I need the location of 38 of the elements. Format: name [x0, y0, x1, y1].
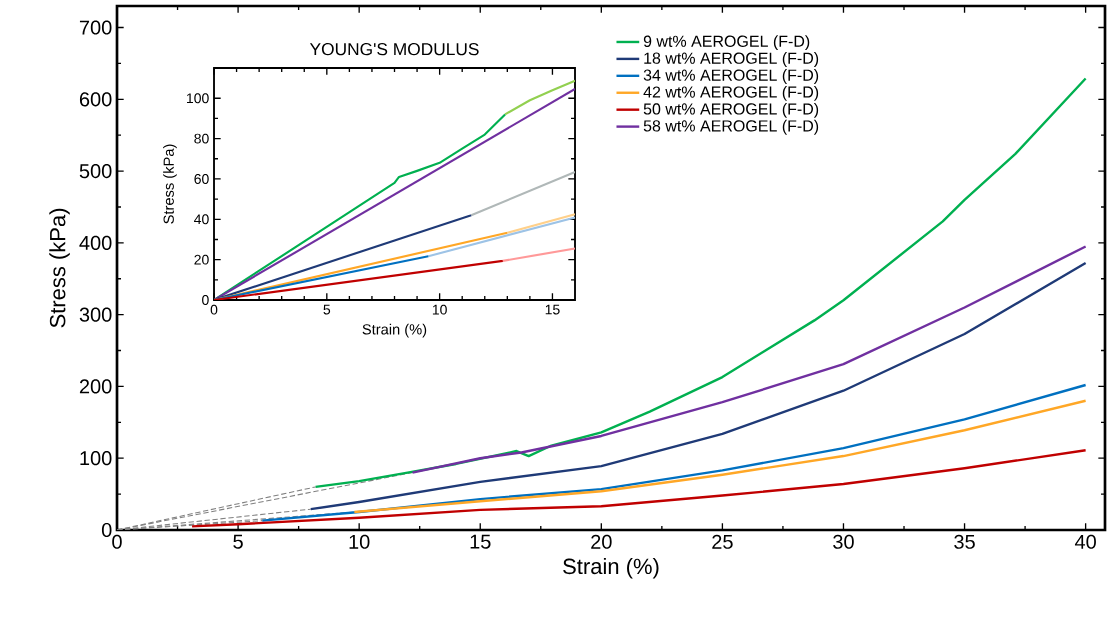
- y-tick-label: 100: [80, 451, 112, 466]
- legend-label: 50 wt% AEROGEL (F-D): [643, 102, 819, 118]
- y-tick-label: 80: [194, 133, 209, 144]
- legend-label: 42 wt% AEROGEL (F-D): [643, 85, 819, 101]
- y-tick-label: 700: [79, 20, 112, 35]
- x-tick-label: 0: [112, 534, 122, 549]
- legend-label: 34 wt% AEROGEL (F-D): [643, 69, 819, 84]
- y-tick-label: 0: [101, 522, 112, 538]
- y-tick-label: 0: [202, 295, 209, 305]
- y-tick-label: 400: [79, 235, 112, 250]
- x-tick-label: 40: [1074, 534, 1096, 549]
- y-axis-title: Stress (kPa): [49, 208, 70, 328]
- x-tick-label: 35: [954, 534, 975, 549]
- y-tick-label: 60: [194, 174, 209, 184]
- x-tick-label: 20: [591, 534, 612, 549]
- y-tick-label: 600: [79, 92, 112, 107]
- y-tick-label: 500: [79, 164, 112, 179]
- y-tick-label: 300: [79, 307, 112, 322]
- y-tick-label: 100: [187, 93, 209, 104]
- chart-title: YOUNG'S MODULUS: [309, 43, 479, 56]
- x-tick-label: 10: [432, 304, 447, 315]
- x-tick-label: 30: [833, 534, 854, 549]
- x-tick-label: 5: [323, 304, 331, 315]
- x-tick-label: 0: [210, 304, 218, 315]
- y-tick-label: 200: [79, 379, 112, 394]
- y-tick-label: 20: [194, 254, 209, 265]
- legend-label: 58 wt% AEROGEL (F-D): [643, 119, 819, 135]
- x-tick-label: 5: [233, 534, 243, 549]
- legend-label: 9 wt% AEROGEL (F-D): [643, 35, 810, 51]
- x-axis-title: Strain (%): [362, 323, 427, 338]
- legend-label: 18 wt% AEROGEL (F-D): [644, 52, 819, 67]
- x-axis-title: Strain (%): [563, 558, 659, 579]
- x-tick-label: 10: [349, 534, 370, 549]
- y-tick-label: 40: [194, 214, 209, 225]
- x-tick-label: 15: [545, 304, 560, 315]
- y-axis-title: Stress (kPa): [163, 144, 177, 224]
- x-tick-label: 15: [470, 534, 491, 549]
- x-tick-label: 25: [712, 534, 733, 549]
